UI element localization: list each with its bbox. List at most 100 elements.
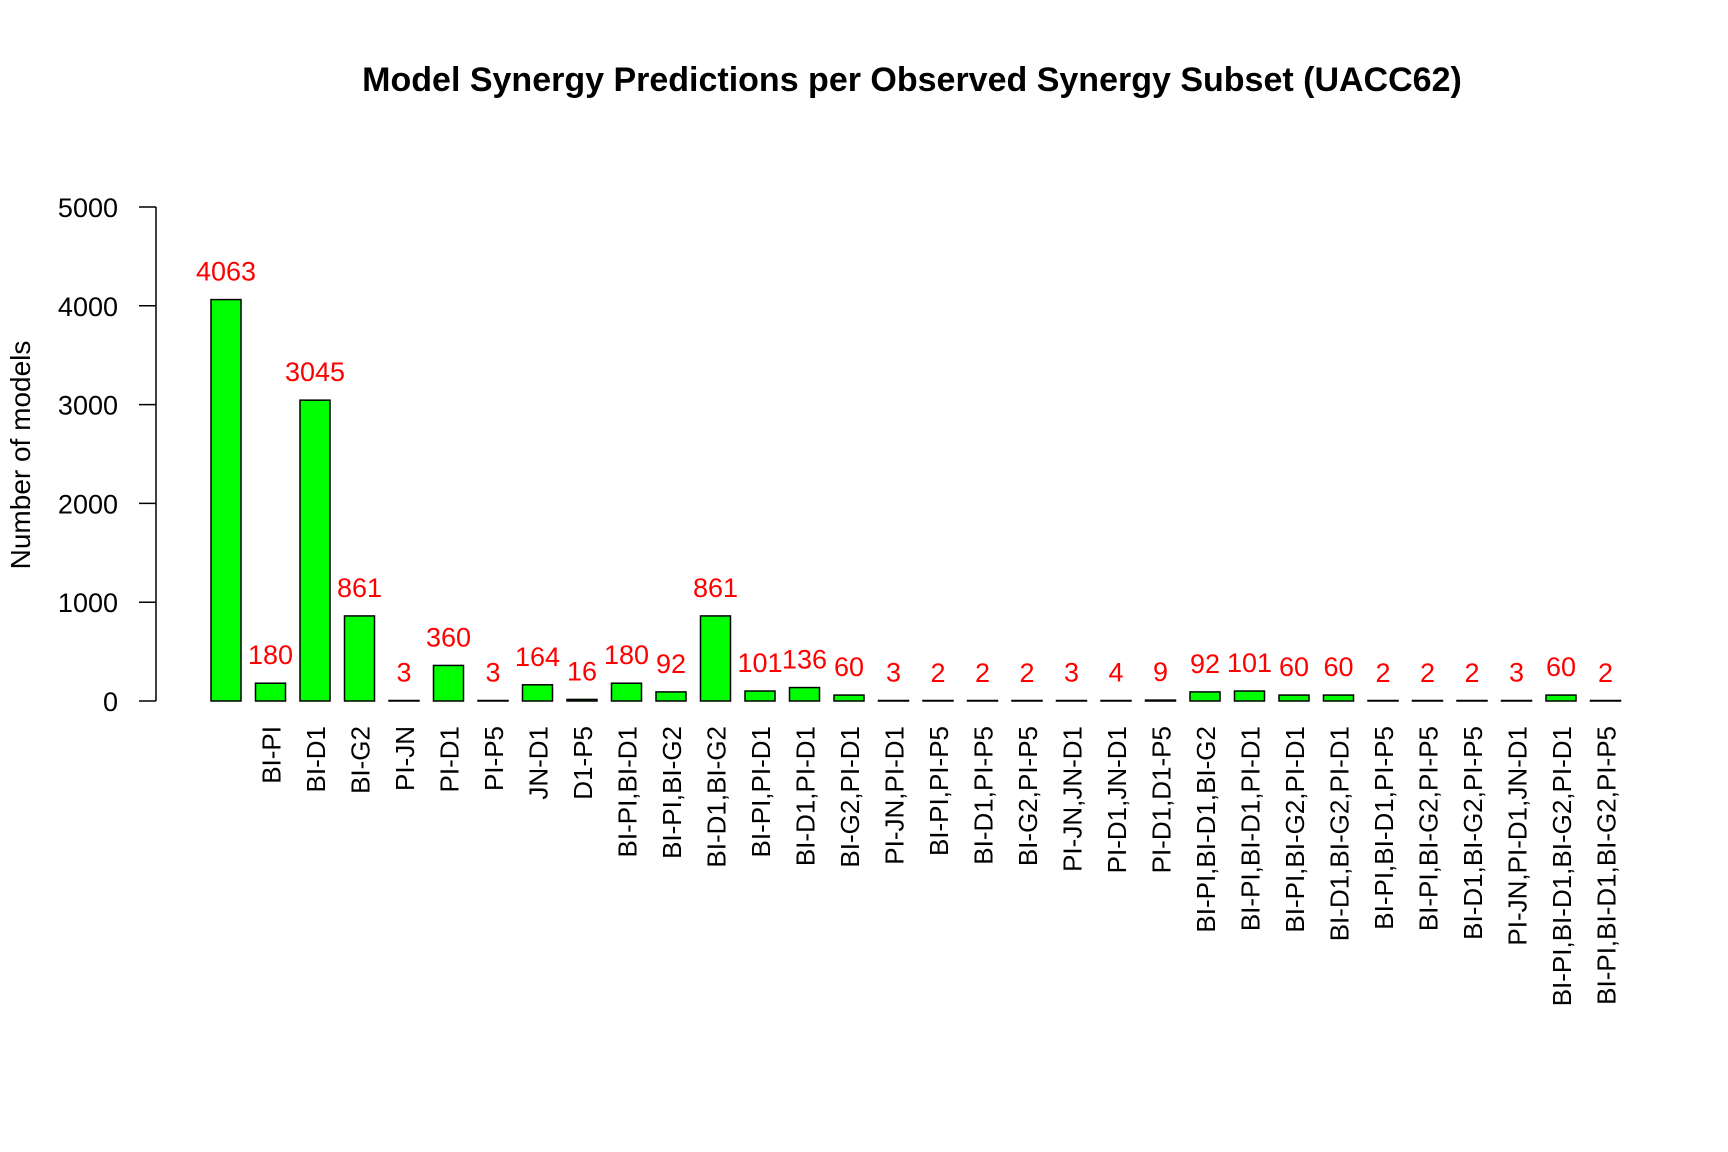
bar-value-label: 180 [604,640,649,670]
x-tick-label: BI-D1,BI-G2,PI-D1 [1325,726,1355,941]
bar-value-label: 101 [1227,648,1272,678]
bar-value-label: 2 [1464,658,1479,688]
bar [343,615,376,702]
x-tick-label: BI-PI,BI-D1 [613,726,643,857]
bar [922,699,954,702]
bar [966,699,999,702]
x-tick-label: BI-PI,PI-P5 [924,726,954,856]
bar-value-label: 2 [1420,658,1435,688]
bar [833,694,865,702]
bar-value-label: 2 [1019,658,1034,688]
bar [299,399,331,702]
x-tick-label: BI-PI,BI-D1,BI-G2,PI-D1 [1547,726,1577,1006]
x-tick-label: BI-PI,BI-G2 [657,726,687,859]
bar [1189,691,1221,702]
bar-value-label: 4063 [196,257,256,287]
x-tick-label: BI-G2,PI-D1 [835,726,865,868]
x-axis-tick-labels: BI-PI BI-D1 BI-G2 PI-JN PI-D1 PI-P5 JN-D1 D1-P5… [257,726,1622,1006]
bar-value-label: 92 [1190,649,1220,679]
bar-value-label: 360 [426,622,471,652]
x-tick-label: PI-JN [390,726,420,791]
bar-value-label: 16 [567,656,597,686]
bar [1589,699,1622,702]
bar [610,682,643,702]
bar [210,298,242,702]
bar-value-label: 3045 [285,357,345,387]
y-axis: 0 1000 2000 3000 4000 5000 [58,193,157,717]
bar [254,682,287,702]
x-tick-label: BI-PI,BI-G2,PI-D1 [1280,726,1310,933]
bar [1367,699,1399,702]
x-tick-label: BI-PI,BI-D1,BI-G2,PI-P5 [1592,726,1622,1005]
bars [210,298,1622,702]
bar-value-label: 3 [1509,658,1524,688]
bar [1055,699,1088,702]
bar [388,699,420,702]
bar-value-label: 164 [515,642,560,672]
bar [521,684,554,702]
bar-value-label: 60 [1279,652,1309,682]
bar-value-label: 2 [1375,658,1390,688]
bar-value-label: 2 [930,658,945,688]
y-tick-label: 3000 [58,391,118,421]
bar [1100,699,1132,702]
x-tick-label: BI-PI,BI-D1,PI-P5 [1369,726,1399,930]
bar-value-label: 3 [485,658,500,688]
bar [1144,699,1177,702]
bar-value-label: 60 [1323,652,1353,682]
x-tick-label: JN-D1 [524,726,554,800]
bar [1411,699,1444,702]
bar-value-label: 3 [396,658,411,688]
bar-value-label: 3 [886,658,901,688]
bar-value-label: 2 [1598,658,1613,688]
bar-value-label: 92 [656,649,686,679]
bar [788,686,821,702]
bar-value-label: 180 [248,640,293,670]
y-tick-label: 5000 [58,193,118,223]
x-tick-label: BI-D1,PI-D1 [791,726,821,866]
x-tick-label: PI-JN,PI-D1 [880,726,910,865]
bar [1322,694,1355,702]
bar [477,699,509,702]
x-tick-label: BI-PI,BI-G2,PI-P5 [1414,726,1444,931]
bar-value-label: 101 [737,648,782,678]
x-tick-label: PI-D1,JN-D1 [1102,726,1132,873]
x-tick-label: BI-D1,BI-G2,PI-P5 [1458,726,1488,940]
bar [432,664,465,702]
y-tick-label: 1000 [58,588,118,618]
x-tick-label: BI-D1,BI-G2 [702,726,732,868]
bar [1500,699,1533,702]
x-tick-label: BI-PI,PI-D1 [746,726,776,857]
bar-value-label: 9 [1153,657,1168,687]
y-tick-label: 2000 [58,489,118,519]
x-tick-label: BI-D1,PI-P5 [969,726,999,865]
bar [1011,699,1043,702]
x-tick-label: PI-P5 [479,726,509,791]
x-tick-label: D1-P5 [568,726,598,800]
bar [699,615,732,702]
bar-value-label: 136 [782,645,827,675]
x-tick-label: BI-G2 [346,726,376,794]
bar-value-label: 4 [1108,658,1123,688]
bar-value-label: 60 [834,652,864,682]
bar-value-label: 3 [1064,658,1079,688]
bar [1456,699,1488,702]
x-tick-label: BI-G2,PI-P5 [1013,726,1043,866]
y-tick-label: 0 [103,687,118,717]
x-tick-label: BI-PI [257,726,287,784]
bar [566,698,598,702]
bar [1233,690,1266,702]
y-tick-label: 4000 [58,292,118,322]
bar-value-label: 2 [975,658,990,688]
x-tick-label: BI-D1 [301,726,331,792]
bar-value-label: 60 [1546,652,1576,682]
bar [877,699,910,702]
y-axis-label: Number of models [5,341,36,570]
bar [655,691,687,702]
x-tick-label: PI-D1,D1-P5 [1147,726,1177,873]
chart-title: Model Synergy Predictions per Observed S… [362,61,1462,99]
x-tick-label: BI-PI,BI-D1,PI-D1 [1236,726,1266,931]
bar [1545,694,1577,702]
